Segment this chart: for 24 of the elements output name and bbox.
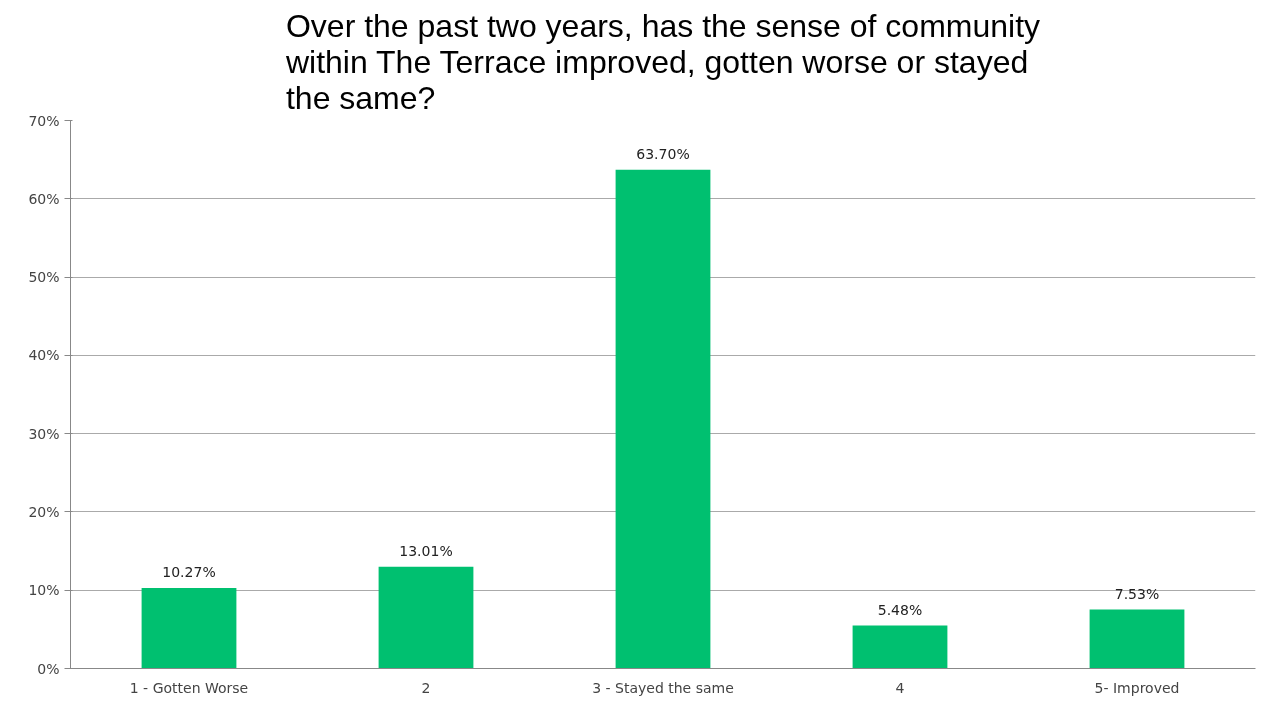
y-tick-label: 10% <box>28 582 60 599</box>
data-label: 7.53% <box>1114 585 1160 602</box>
x-tick-label: 4 <box>895 679 905 696</box>
bar <box>615 169 711 669</box>
y-tick-label: 0% <box>37 660 60 677</box>
data-label: 10.27% <box>162 564 216 581</box>
y-tick-label: 60% <box>28 190 60 207</box>
x-tick-label: 1 - Gotten Worse <box>129 679 249 696</box>
y-tick-label: 50% <box>28 269 60 286</box>
y-tick-label: 40% <box>28 347 60 364</box>
x-tick-label: 5- Improved <box>1094 679 1180 696</box>
data-label: 13.01% <box>399 542 453 559</box>
bar <box>1089 609 1185 669</box>
data-label: 63.70% <box>636 145 690 162</box>
y-tick-label: 30% <box>28 425 60 442</box>
x-tick-label: 3 - Stayed the same <box>592 679 734 696</box>
bar <box>852 625 948 669</box>
y-tick-label: 70% <box>28 112 60 129</box>
bar <box>378 566 474 669</box>
data-label: 5.48% <box>877 601 923 618</box>
bar <box>141 588 237 669</box>
chart-title: Over the past two years, has the sense of community within The Terrace improved, gotten worse or stayed the same? <box>284 7 1041 116</box>
x-tick-label: 2 <box>421 679 431 696</box>
y-tick-label: 20% <box>28 503 60 520</box>
